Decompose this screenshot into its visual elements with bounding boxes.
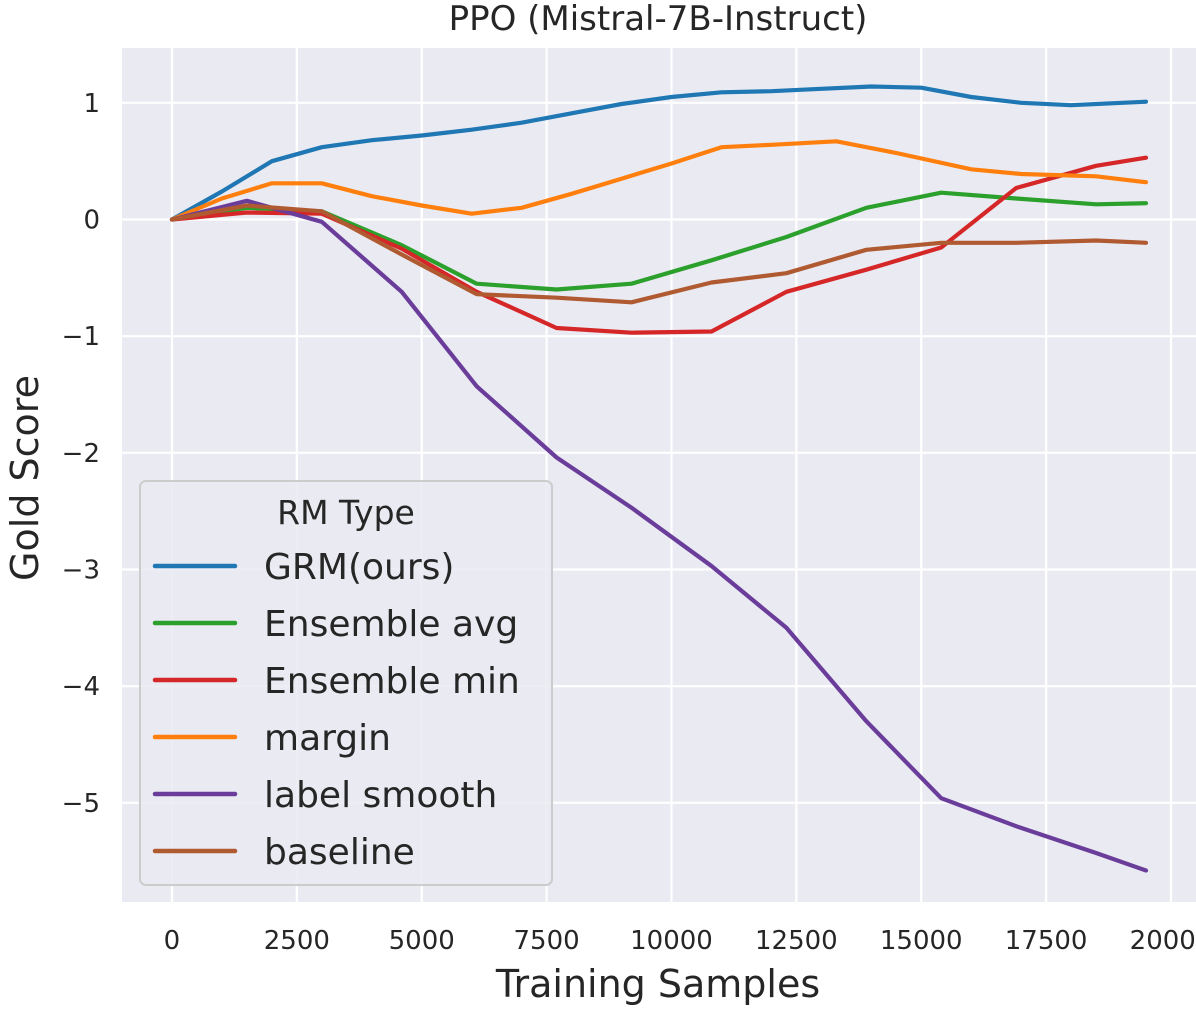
legend-label: GRM(ours) bbox=[264, 547, 454, 588]
chart-title: PPO (Mistral-7B-Instruct) bbox=[449, 0, 868, 39]
legend-label: margin bbox=[264, 718, 391, 759]
legend-label: Ensemble avg bbox=[264, 604, 518, 645]
x-tick-label: 17500 bbox=[1005, 926, 1088, 956]
y-axis-ticks: 1 0 −1 −2 −3 −4 −5 bbox=[62, 89, 100, 819]
x-tick-label: 15000 bbox=[880, 926, 963, 956]
x-tick-label: 5000 bbox=[389, 926, 455, 956]
legend-label: Ensemble min bbox=[264, 661, 520, 702]
y-axis-label: Gold Score bbox=[3, 375, 47, 581]
x-tick-label: 10000 bbox=[630, 926, 713, 956]
x-tick-label: 20000 bbox=[1130, 926, 1196, 956]
x-tick-label: 0 bbox=[164, 926, 181, 956]
legend-title: RM Type bbox=[277, 493, 415, 532]
y-tick-label: −3 bbox=[62, 556, 100, 586]
y-tick-label: −4 bbox=[62, 672, 100, 702]
legend: RM Type GRM(ours) Ensemble avg Ensemble mi… bbox=[140, 481, 552, 885]
y-tick-label: 1 bbox=[83, 89, 100, 119]
y-tick-label: 0 bbox=[83, 206, 100, 236]
legend-label: label smooth bbox=[264, 775, 497, 816]
x-axis-ticks: 0 2500 5000 7500 10000 12500 15000 17500 20000 bbox=[164, 926, 1196, 956]
y-tick-label: −2 bbox=[62, 439, 100, 469]
y-tick-label: −1 bbox=[62, 322, 100, 352]
chart: 0 2500 5000 7500 10000 12500 15000 17500 20000 1… bbox=[0, 0, 1196, 1009]
legend-label: baseline bbox=[264, 832, 415, 873]
x-tick-label: 12500 bbox=[755, 926, 838, 956]
x-tick-label: 2500 bbox=[264, 926, 330, 956]
x-axis-label: Training Samples bbox=[495, 962, 820, 1006]
y-tick-label: −5 bbox=[62, 789, 100, 819]
x-tick-label: 7500 bbox=[514, 926, 580, 956]
